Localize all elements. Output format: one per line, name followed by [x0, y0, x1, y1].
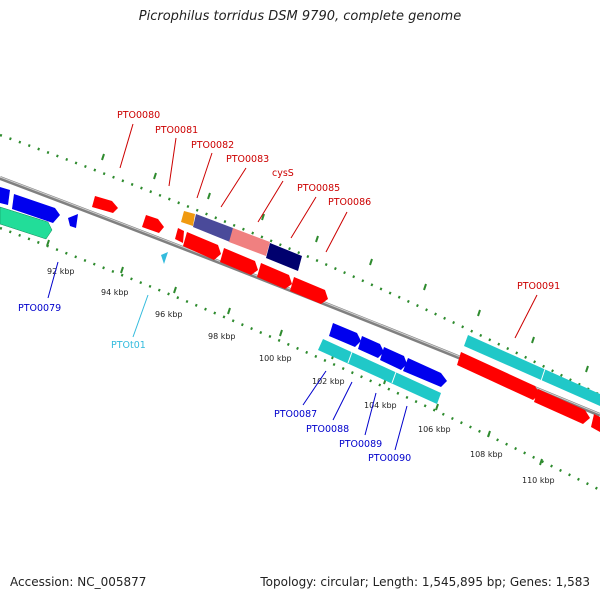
feature-PTO0082[interactable]: [193, 214, 233, 242]
label-PTOt01[interactable]: PTOt01: [111, 340, 146, 351]
label-PTO0088[interactable]: PTO0088: [306, 424, 349, 435]
feature-cyan-mid[interactable]: [318, 339, 441, 404]
label-PTO0083[interactable]: PTO0083: [226, 154, 269, 165]
tick-labels: 92 kbp 94 kbp 96 kbp 98 kbp 100 kbp 102 …: [47, 267, 555, 485]
feature-PTO0085[interactable]: [183, 232, 221, 260]
bottom-leader-lines: [47, 261, 408, 451]
feature-orange[interactable]: [181, 211, 195, 226]
bottom-feature-labels: PTO0079 PTOt01 PTO0087 PTO0088 PTO0089 P…: [18, 303, 411, 464]
feature-cyan-trna[interactable]: [161, 252, 168, 264]
label-PTO0086[interactable]: PTO0086: [328, 197, 371, 208]
label-cysS[interactable]: cysS: [272, 168, 294, 179]
label-PTO0080[interactable]: PTO0080: [117, 110, 160, 121]
tick-label-102: 102 kbp: [312, 377, 345, 386]
tick-label-106: 106 kbp: [418, 425, 451, 434]
accession-text: Accession: NC_005877: [10, 575, 147, 589]
label-PTO0079[interactable]: PTO0079: [18, 303, 61, 314]
feature-blue-left-2[interactable]: [12, 194, 60, 223]
feature-red-a[interactable]: [175, 228, 184, 243]
tick-label-92: 92 kbp: [47, 267, 75, 276]
feature-cysS[interactable]: [266, 243, 302, 271]
feature-red-right-1[interactable]: [457, 352, 540, 400]
tick-label-94: 94 kbp: [101, 288, 129, 297]
inner-tick-marks: [46, 239, 543, 466]
feature-PTO0086[interactable]: [220, 248, 258, 275]
tick-label-108: 108 kbp: [470, 450, 503, 459]
genome-summary-text: Topology: circular; Length: 1,545,895 bp…: [260, 575, 590, 589]
label-PTO0087[interactable]: PTO0087: [274, 409, 317, 420]
tick-label-96: 96 kbp: [155, 310, 183, 319]
tick-label-100: 100 kbp: [259, 354, 292, 363]
feature-PTO0081[interactable]: [142, 215, 164, 233]
label-PTO0085[interactable]: PTO0085: [297, 183, 340, 194]
feature-red-c[interactable]: [290, 277, 328, 304]
tick-label-110: 110 kbp: [522, 476, 555, 485]
top-leader-lines: [119, 123, 538, 339]
label-PTO0091[interactable]: PTO0091: [517, 281, 560, 292]
feature-blue-left-small[interactable]: [68, 214, 78, 228]
label-PTO0082[interactable]: PTO0082: [191, 140, 234, 151]
feature-red-right-3[interactable]: [591, 414, 600, 432]
feature-PTO0088[interactable]: [358, 336, 384, 358]
feature-red-b[interactable]: [257, 263, 292, 289]
feature-PTO0091[interactable]: [464, 335, 600, 406]
feature-PTO0090[interactable]: [403, 358, 447, 387]
feature-blue-left-1[interactable]: [0, 187, 10, 205]
tick-label-104: 104 kbp: [364, 401, 397, 410]
top-feature-labels: PTO0080 PTO0081 PTO0082 PTO0083 cysS PTO…: [117, 110, 560, 292]
inner-ruler-track: [0, 226, 600, 492]
feature-red-right-2[interactable]: [534, 389, 590, 424]
map-title: Picrophilus torridus DSM 9790, complete …: [138, 9, 462, 24]
feature-PTO0083[interactable]: [229, 228, 270, 256]
tick-label-98: 98 kbp: [208, 332, 236, 341]
label-PTO0090[interactable]: PTO0090: [368, 453, 411, 464]
feature-teal-left[interactable]: [0, 206, 53, 240]
label-PTO0081[interactable]: PTO0081: [155, 125, 198, 136]
feature-PTO0089[interactable]: [380, 347, 407, 370]
feature-PTO0087[interactable]: [329, 323, 361, 347]
feature-PTO0080[interactable]: [92, 196, 118, 213]
label-PTO0089[interactable]: PTO0089: [339, 439, 382, 450]
outer-tick-marks: [101, 153, 589, 373]
